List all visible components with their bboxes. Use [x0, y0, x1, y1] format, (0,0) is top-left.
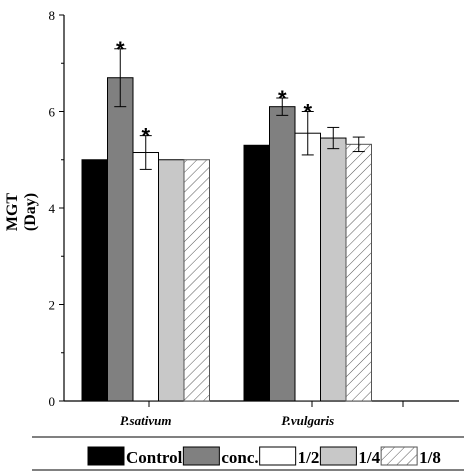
legend-swatch	[182, 446, 220, 466]
y-tick-label: 4	[49, 201, 56, 216]
bar	[183, 159, 210, 402]
legend-label: Control	[126, 448, 183, 467]
bar	[107, 77, 134, 402]
legend-label: 1/4	[358, 448, 380, 467]
legend-swatch	[380, 446, 418, 466]
bar	[320, 137, 347, 402]
legend: Control conc. 1/2 1/4 1/8	[32, 436, 464, 471]
y-axis-label: MGT(Day)	[4, 193, 39, 232]
y-axis-label-line: MGT	[4, 193, 21, 232]
significance-star: *	[278, 86, 287, 111]
y-tick-label: 6	[49, 105, 56, 120]
legend-label: 1/8	[419, 448, 441, 467]
legend-swatch	[259, 446, 297, 466]
bar	[269, 106, 296, 402]
y-tick-label: 2	[49, 298, 56, 313]
legend-label: conc.	[221, 448, 258, 467]
bar	[158, 159, 185, 402]
bar	[294, 132, 321, 402]
significance-star: *	[141, 124, 150, 149]
category-label: P.vulgaris	[281, 413, 334, 428]
bar	[81, 159, 108, 402]
significance-star: *	[303, 100, 312, 125]
y-axis-label-line: (Day)	[22, 193, 39, 231]
plot-area: 0 2 4 6 8 MGT(Day) * * P.sativum * * P.vulgaris	[4, 8, 459, 428]
bar	[132, 152, 159, 402]
bar	[345, 143, 372, 402]
significance-star: *	[116, 37, 125, 62]
bar	[243, 144, 270, 402]
y-tick-label: 8	[49, 8, 56, 23]
legend-label: 1/2	[298, 448, 320, 467]
legend-swatch	[319, 446, 357, 466]
y-tick-label: 0	[49, 394, 56, 409]
category-label: P.sativum	[120, 413, 171, 428]
legend-swatch	[87, 446, 125, 466]
